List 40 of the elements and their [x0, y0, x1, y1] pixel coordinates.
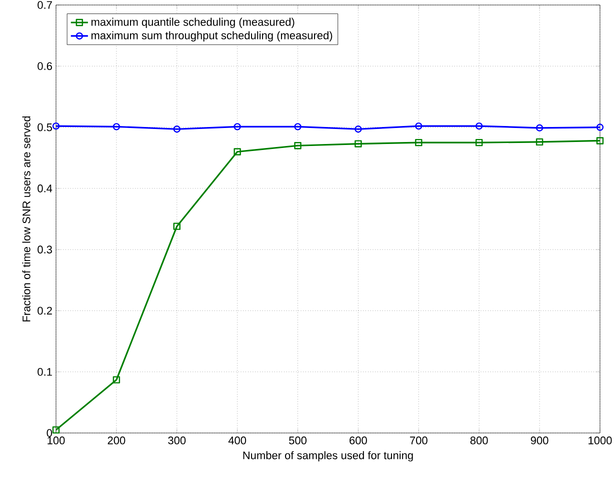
- y-tick-label: 0: [46, 429, 52, 437]
- point: [415, 138, 422, 146]
- x-tick-label: 700: [410, 436, 428, 444]
- point: [476, 138, 483, 146]
- y-tick-label: 0.6: [38, 62, 52, 70]
- point: [596, 137, 604, 144]
- y-tick-label: 0.7: [38, 1, 52, 9]
- y-tick-label: 0.2: [38, 306, 52, 315]
- y-tick-label: 0.1: [38, 368, 52, 376]
- x-tick-label: 300: [168, 436, 186, 444]
- x-tick-label: 900: [530, 436, 548, 444]
- x-tick-label: 800: [470, 436, 488, 444]
- y-tick-label: 0.3: [38, 246, 52, 254]
- point: [173, 222, 180, 230]
- point: [536, 138, 544, 146]
- point: [112, 123, 120, 130]
- point: [294, 123, 302, 130]
- point: [294, 142, 302, 150]
- point: [112, 376, 120, 384]
- x-tick-label: 400: [228, 436, 246, 444]
- point: [234, 148, 241, 156]
- point: [354, 126, 362, 133]
- x-tick-label: 100: [48, 436, 65, 444]
- point: [52, 426, 60, 434]
- x-tick-label: 1000: [588, 436, 612, 444]
- legend-label: maximum sum throughput scheduling (measured): [92, 31, 332, 42]
- x-tick-label: 200: [108, 436, 126, 444]
- x-axis-title: Number of samples used for tuning: [243, 451, 413, 462]
- y-axis-title: Fraction of time low SNR users are served: [22, 116, 30, 322]
- y-tick-label: 0.4: [38, 184, 52, 192]
- legend-label: maximum quantile scheduling (measured): [92, 18, 294, 28]
- point: [354, 140, 362, 148]
- y-tick-label: 0.5: [38, 123, 52, 132]
- point: [536, 124, 544, 132]
- point: [234, 123, 241, 130]
- point: [476, 122, 483, 130]
- x-tick-label: 600: [350, 436, 367, 444]
- x-tick-label: 500: [289, 436, 307, 444]
- point: [415, 122, 422, 130]
- point: [173, 126, 180, 133]
